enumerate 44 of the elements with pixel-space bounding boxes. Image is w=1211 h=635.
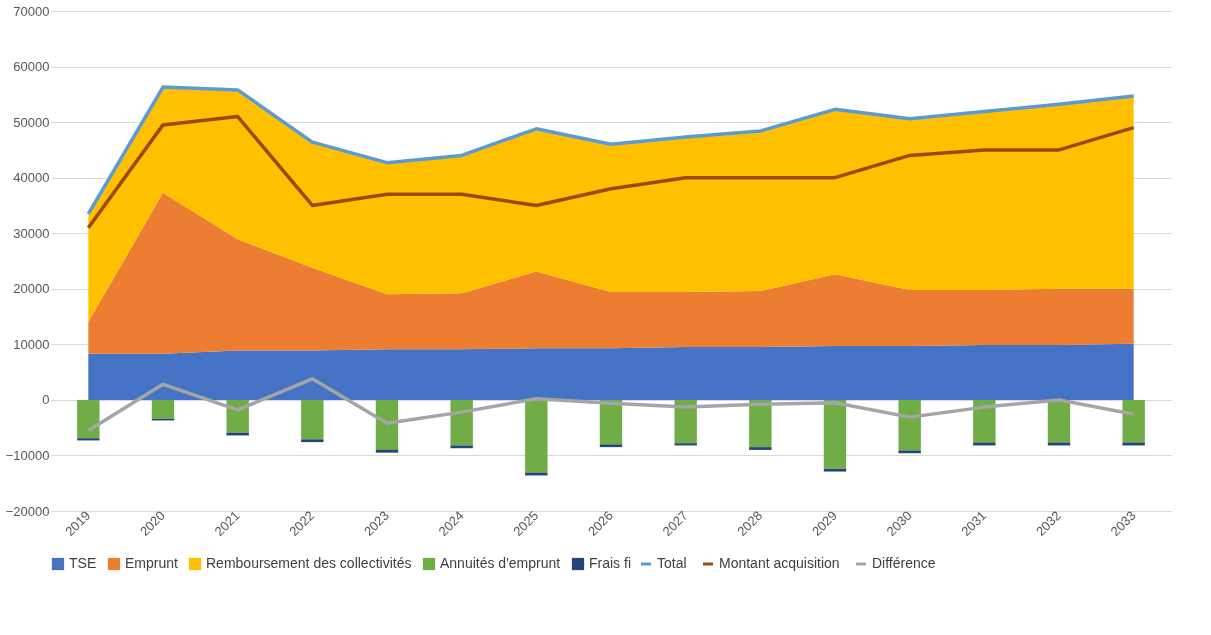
bar (1122, 399, 1145, 443)
bar (599, 444, 623, 448)
legend-label: Montant acquisition (719, 555, 840, 571)
y-tick-label: −20000 (5, 503, 50, 519)
bar (823, 399, 847, 469)
line-series (86, 377, 1136, 433)
line-series (86, 85, 1136, 216)
bar (1047, 399, 1071, 443)
bar (301, 399, 324, 440)
legend-label: Annuités d'emprunt (440, 555, 561, 571)
bar (973, 399, 996, 443)
bar (301, 439, 324, 443)
bar (450, 445, 473, 449)
bar (749, 447, 772, 450)
y-tick-label: 70000 (13, 3, 50, 19)
bar (77, 399, 100, 439)
y-tick-label: 0 (42, 392, 50, 408)
legend-label: Emprunt (125, 555, 179, 571)
legend-label: Frais fi (589, 555, 631, 571)
y-tick-label: 60000 (13, 59, 50, 75)
bar (375, 449, 399, 453)
bar (77, 438, 100, 441)
bar (674, 443, 697, 446)
legend-label: Différence (872, 555, 936, 571)
y-tick-label: 40000 (13, 170, 50, 186)
bar (749, 399, 772, 448)
legend-label: TSE (69, 555, 97, 571)
bar (151, 399, 175, 419)
legend-label: Total (657, 555, 687, 571)
bar (823, 468, 847, 472)
bar (898, 450, 921, 454)
y-tick-label: 10000 (13, 336, 50, 352)
bar (674, 399, 697, 444)
line-series (86, 114, 1136, 230)
bar (599, 399, 623, 445)
y-tick-label: 50000 (13, 114, 50, 130)
y-tick-label: 30000 (13, 225, 50, 241)
legend-label: Remboursement des collectivités (206, 555, 412, 571)
bar (375, 399, 399, 450)
bar (898, 399, 921, 451)
y-tick-label: −10000 (5, 447, 50, 463)
bar (450, 399, 473, 446)
y-tick-label: 20000 (13, 281, 50, 297)
bar (525, 399, 548, 473)
